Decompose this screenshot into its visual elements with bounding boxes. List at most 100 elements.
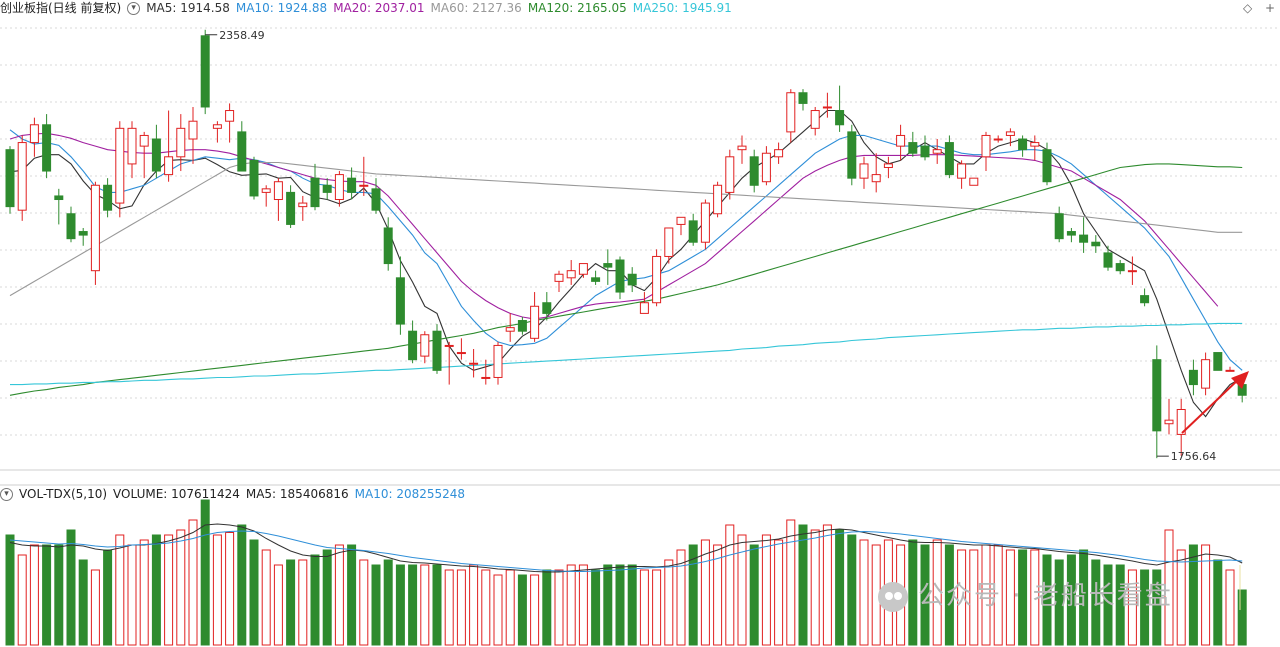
candle-body bbox=[261, 188, 271, 193]
candle-body bbox=[469, 362, 479, 365]
candle-body bbox=[957, 163, 967, 179]
volume-bar bbox=[212, 534, 222, 646]
volume-bar bbox=[115, 534, 125, 646]
candle-body bbox=[371, 188, 381, 211]
volume-bar bbox=[798, 524, 808, 646]
settings-circle-icon[interactable]: ▾ bbox=[127, 2, 141, 15]
volume-bar bbox=[334, 544, 344, 646]
volume-bar bbox=[383, 559, 393, 646]
candle-body bbox=[505, 327, 515, 332]
volume-bar bbox=[286, 559, 296, 646]
candle-body bbox=[725, 156, 735, 193]
watermark-text: 公众号 · 老船长看盘 bbox=[918, 581, 1173, 611]
volume-bar bbox=[652, 569, 662, 646]
volume-bar bbox=[566, 564, 576, 646]
ma10-line bbox=[9, 129, 1243, 371]
candle-body bbox=[871, 174, 881, 183]
volume-bar bbox=[932, 539, 942, 646]
candle-body bbox=[359, 184, 369, 187]
candle-body bbox=[737, 145, 747, 151]
volume-bar bbox=[78, 559, 88, 646]
candle-body bbox=[798, 92, 808, 104]
volume-bar bbox=[578, 564, 588, 646]
candle-body bbox=[1005, 131, 1015, 136]
candle-body bbox=[1225, 369, 1235, 372]
candle-body bbox=[66, 213, 76, 240]
candle-body bbox=[78, 231, 88, 236]
candle-body bbox=[859, 163, 869, 179]
volume-bar bbox=[1225, 569, 1235, 646]
candle-body bbox=[530, 305, 540, 339]
low-label: 1756.64 bbox=[1171, 450, 1217, 463]
candle-body bbox=[212, 124, 222, 129]
volume-bar bbox=[603, 564, 613, 646]
candle-body bbox=[615, 259, 625, 293]
volume-bar bbox=[639, 569, 649, 646]
candle-body bbox=[749, 156, 759, 186]
volume-bar bbox=[371, 564, 381, 646]
candle-body bbox=[566, 270, 576, 279]
candle-body bbox=[542, 302, 552, 314]
diamond-icon[interactable]: ◇ bbox=[1243, 1, 1253, 15]
volume-bar bbox=[139, 539, 149, 646]
wechat-icon bbox=[878, 581, 908, 612]
candle-body bbox=[456, 352, 466, 355]
volume-bar bbox=[1188, 544, 1198, 646]
volume-bar bbox=[29, 544, 39, 646]
ma60-label: MA60: 2127.36 bbox=[430, 1, 522, 15]
volume-bar bbox=[176, 529, 186, 646]
candle-body bbox=[993, 138, 1003, 141]
candle-body bbox=[700, 202, 710, 243]
candle-body bbox=[383, 227, 393, 265]
candle-body bbox=[90, 184, 100, 272]
candle-body bbox=[517, 320, 527, 332]
candle-body bbox=[1115, 263, 1125, 272]
ma250-label: MA250: 1945.91 bbox=[632, 1, 732, 15]
volume-bar bbox=[737, 534, 747, 646]
candle-body bbox=[1213, 352, 1223, 371]
volume-ma5-label: MA5: 185406816 bbox=[245, 487, 349, 501]
volume-settings-icon[interactable]: ▾ bbox=[0, 488, 13, 501]
volume-bar bbox=[66, 529, 76, 646]
volume-bar bbox=[859, 539, 869, 646]
candle-body bbox=[1054, 213, 1064, 240]
candle-body bbox=[603, 263, 613, 268]
candle-body bbox=[627, 273, 637, 286]
ma20-line bbox=[9, 132, 1219, 320]
volume-bar bbox=[200, 499, 210, 646]
candle-body bbox=[249, 159, 259, 197]
candle-body bbox=[17, 142, 27, 211]
candle-body bbox=[286, 191, 296, 225]
candle-body bbox=[176, 127, 186, 158]
volume-bar bbox=[273, 564, 283, 646]
plus-icon[interactable]: + bbox=[1265, 1, 1276, 15]
volume-bar bbox=[517, 574, 527, 646]
candle-body bbox=[5, 149, 15, 208]
candle-body bbox=[127, 127, 137, 165]
volume-bar bbox=[1213, 559, 1223, 646]
candle-body bbox=[1201, 359, 1211, 389]
candle-body bbox=[237, 131, 247, 172]
volume-bar bbox=[786, 519, 796, 646]
volume-bar bbox=[42, 544, 52, 646]
volume-bar bbox=[1152, 569, 1162, 646]
candle-body bbox=[847, 131, 857, 179]
volume-ma10-line bbox=[9, 530, 1243, 572]
volume-bar bbox=[456, 569, 466, 646]
volume-bar bbox=[676, 549, 686, 646]
volume-bar bbox=[127, 544, 137, 646]
volume-bar bbox=[469, 564, 479, 646]
volume-bar bbox=[17, 554, 27, 646]
volume-bar bbox=[1018, 549, 1028, 646]
candle-body bbox=[1152, 359, 1162, 432]
candle-body bbox=[1164, 419, 1174, 425]
candle-body bbox=[664, 227, 674, 257]
candle-body bbox=[493, 344, 503, 378]
candle-body bbox=[1018, 138, 1028, 151]
volume-bar bbox=[554, 569, 564, 646]
candle-body bbox=[1079, 234, 1089, 243]
volume-bar bbox=[810, 529, 820, 646]
volume-bar bbox=[1115, 564, 1125, 646]
volume-ma5-line bbox=[9, 523, 1243, 573]
